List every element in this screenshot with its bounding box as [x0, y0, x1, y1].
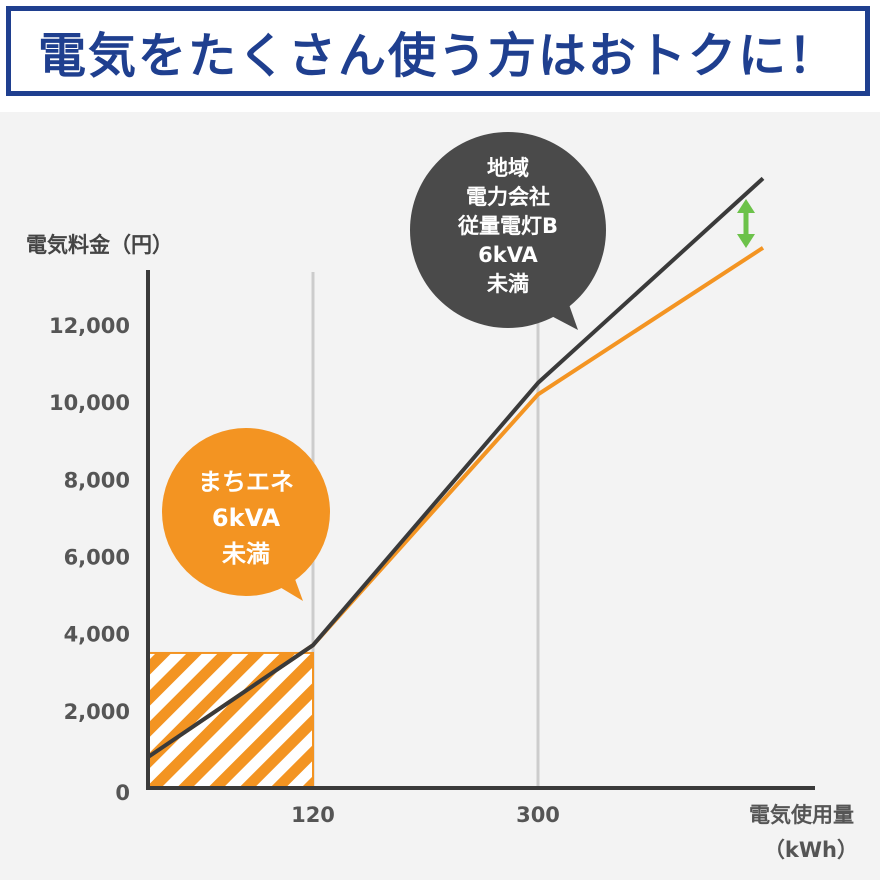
machiene-bubble: まちエネ 6kVA 未満 [162, 428, 330, 601]
y-tick-label-10000: 10,000 [49, 391, 130, 415]
y-axis-label: 電気料金（円） [26, 233, 173, 257]
regional-label-line1: 地域 [487, 156, 529, 180]
machiene-label-line1: まちエネ [198, 468, 294, 496]
y-tick-label-0: 0 [115, 781, 130, 805]
page-title: 電気をたくさん使う方はおトクに！ [37, 28, 838, 84]
y-tick-label-2000: 2,000 [64, 700, 130, 724]
x-tick-label-120: 120 [291, 803, 335, 827]
regional-label-line3: 従量電灯B [457, 214, 558, 238]
y-tick-label-6000: 6,000 [64, 546, 130, 570]
regional-label-line2: 電力会社 [466, 185, 550, 209]
regional-bubble-tail [540, 296, 578, 330]
basic-fee-hatched-area [147, 651, 314, 789]
title-box: 電気をたくさん使う方はおトクに！ [6, 6, 870, 96]
y-tick-label-8000: 8,000 [64, 468, 130, 492]
regional-bubble-circle [410, 132, 606, 328]
difference-arrow-head-down [737, 234, 755, 248]
machiene-label-line2: 6kVA [212, 504, 281, 532]
difference-arrow-head-up [737, 199, 755, 213]
y-tick-label-4000: 4,000 [64, 623, 130, 647]
regional-bubble: 地域 電力会社 従量電灯B 6kVA 未満 [410, 132, 606, 330]
x-axis-unit: （kWh） [764, 838, 858, 862]
header-band: 電気をたくさん使う方はおトクに！ [0, 0, 880, 112]
y-tick-label-12000: 12,000 [49, 314, 130, 338]
machiene-bubble-circle [162, 428, 330, 596]
regional-label-line4: 6kVA [478, 243, 538, 267]
series-line-regional [146, 176, 765, 759]
machiene-label-line3: 未満 [222, 540, 270, 568]
machiene-bubble-tail [268, 560, 303, 601]
x-axis-label: 電気使用量 [749, 803, 854, 827]
x-tick-label-300: 300 [516, 803, 560, 827]
regional-label-line5: 未満 [487, 272, 529, 296]
